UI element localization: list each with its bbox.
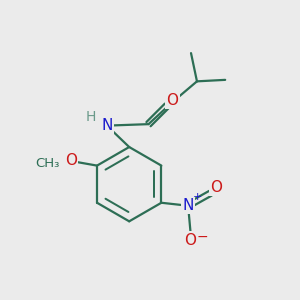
Text: O: O bbox=[184, 233, 196, 248]
Text: O: O bbox=[166, 93, 178, 108]
Text: N: N bbox=[101, 118, 112, 133]
Text: −: − bbox=[196, 230, 208, 244]
Text: N: N bbox=[182, 198, 194, 213]
Text: O: O bbox=[65, 153, 77, 168]
Text: CH₃: CH₃ bbox=[35, 157, 60, 170]
Text: O: O bbox=[210, 180, 222, 195]
Text: +: + bbox=[193, 192, 202, 202]
Text: H: H bbox=[85, 110, 96, 124]
